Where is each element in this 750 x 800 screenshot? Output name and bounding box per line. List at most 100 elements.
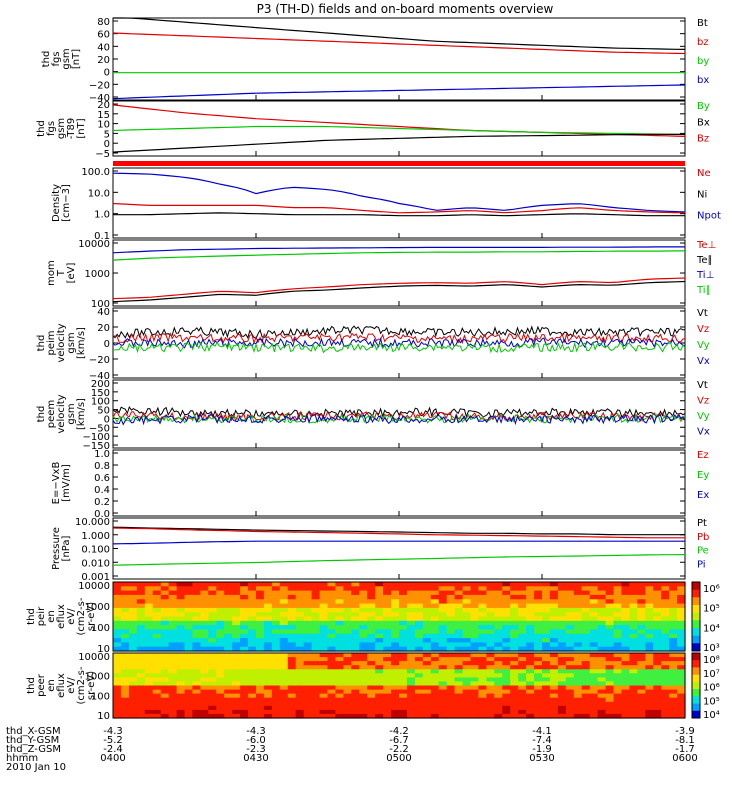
heatmap-cell	[478, 701, 487, 707]
heatmap-cell	[565, 709, 575, 715]
heatmap-cell	[279, 603, 289, 609]
heatmap-cell	[677, 709, 686, 715]
heatmap-cell	[399, 697, 408, 703]
heatmap-cell	[144, 603, 154, 609]
heatmap-cell	[367, 594, 376, 600]
heatmap-cell	[565, 586, 575, 592]
heatmap-cell	[542, 653, 551, 658]
heatmap-cell	[414, 669, 424, 674]
heatmap-cell	[208, 653, 217, 658]
heatmap-cell	[192, 709, 201, 715]
heatmap-cell	[438, 677, 448, 683]
heatmap-cell	[669, 673, 678, 678]
y-tick-label: 0.2	[94, 497, 110, 508]
heatmap-cell	[502, 689, 511, 695]
heatmap-cell	[430, 673, 440, 678]
heatmap-cell	[669, 586, 678, 592]
heatmap-cell	[677, 713, 686, 719]
heatmap-cell	[399, 677, 408, 683]
heatmap-cell	[478, 673, 487, 678]
heatmap-cell	[422, 661, 432, 666]
heatmap-cell	[470, 607, 479, 613]
heatmap-cell	[375, 625, 384, 630]
heatmap-cell	[478, 642, 487, 648]
heatmap-cell	[462, 594, 472, 600]
heatmap-cell	[494, 620, 503, 626]
heatmap-cell	[176, 599, 186, 605]
heatmap-cell	[534, 661, 543, 666]
heatmap-cell	[248, 603, 257, 609]
heatmap-cell	[176, 620, 186, 626]
heatmap-cell	[271, 625, 281, 630]
heatmap-cell	[248, 612, 257, 618]
heatmap-cell	[375, 607, 384, 613]
heatmap-cell	[613, 633, 622, 639]
heatmap-cell	[256, 685, 265, 691]
heatmap-cell	[486, 629, 495, 635]
heatmap-cell	[573, 625, 583, 630]
heatmap-cell	[311, 673, 321, 678]
y-tick-label: 40	[97, 307, 110, 318]
heatmap-cell	[176, 586, 186, 592]
y-tick-label: −100	[83, 432, 110, 443]
heatmap-cell	[327, 638, 336, 643]
heatmap-cell	[677, 599, 686, 605]
heatmap-cell	[565, 629, 575, 635]
heatmap-cell	[271, 594, 281, 600]
heatmap-cell	[224, 669, 233, 674]
heatmap-cell	[367, 713, 376, 719]
heatmap-cell	[367, 625, 376, 630]
heatmap-cell	[478, 697, 487, 703]
heatmap-cell	[518, 586, 527, 592]
heatmap-cell	[176, 616, 186, 622]
heatmap-cell	[113, 629, 122, 635]
heatmap-cell	[224, 701, 233, 707]
heatmap-cell	[510, 612, 519, 618]
heatmap-cell	[287, 673, 297, 678]
heatmap-cell	[248, 661, 257, 666]
heatmap-cell	[677, 612, 686, 618]
heatmap-cell	[653, 616, 662, 622]
heatmap-cell	[542, 713, 551, 719]
heatmap-cell	[256, 713, 265, 719]
heatmap-cell	[637, 590, 646, 596]
heatmap-cell	[303, 620, 313, 626]
y-tick-label: 20	[97, 55, 110, 66]
heatmap-cell	[470, 599, 479, 605]
heatmap-cell	[303, 701, 313, 707]
y-axis-label: eV/	[66, 677, 77, 694]
heatmap-cell	[645, 638, 654, 643]
heatmap-cell	[184, 681, 193, 687]
heatmap-cell	[414, 661, 424, 666]
heatmap-cell	[200, 697, 209, 703]
heatmap-cell	[430, 669, 440, 674]
legend-Vz: Vz	[697, 324, 709, 335]
heatmap-cell	[375, 657, 384, 662]
heatmap-cell	[263, 697, 273, 703]
legend-bz: bz	[697, 37, 709, 48]
heatmap-cell	[597, 607, 607, 613]
heatmap-cell	[573, 681, 583, 687]
heatmap-cell	[224, 620, 233, 626]
y-tick-label: 0.001	[81, 572, 110, 583]
heatmap-cell	[557, 633, 567, 639]
heatmap-cell	[232, 625, 241, 630]
heatmap-cell	[470, 697, 479, 703]
heatmap-cell	[263, 612, 273, 618]
heatmap-cell	[303, 677, 313, 683]
heatmap-cell	[478, 629, 487, 635]
series-Bt	[113, 17, 686, 50]
heatmap-cell	[319, 599, 329, 605]
heatmap-cell	[200, 638, 209, 643]
heatmap-cell	[422, 705, 432, 711]
heatmap-cell	[557, 590, 567, 596]
heatmap-cell	[128, 599, 138, 605]
heatmap-cell	[486, 599, 495, 605]
heatmap-cell	[383, 681, 392, 687]
heatmap-cell	[581, 705, 591, 711]
heatmap-cell	[677, 673, 686, 678]
heatmap-cell	[200, 594, 209, 600]
heatmap-cell	[256, 590, 265, 596]
heatmap-cell	[518, 633, 527, 639]
y-axis-label: peim	[46, 330, 57, 355]
